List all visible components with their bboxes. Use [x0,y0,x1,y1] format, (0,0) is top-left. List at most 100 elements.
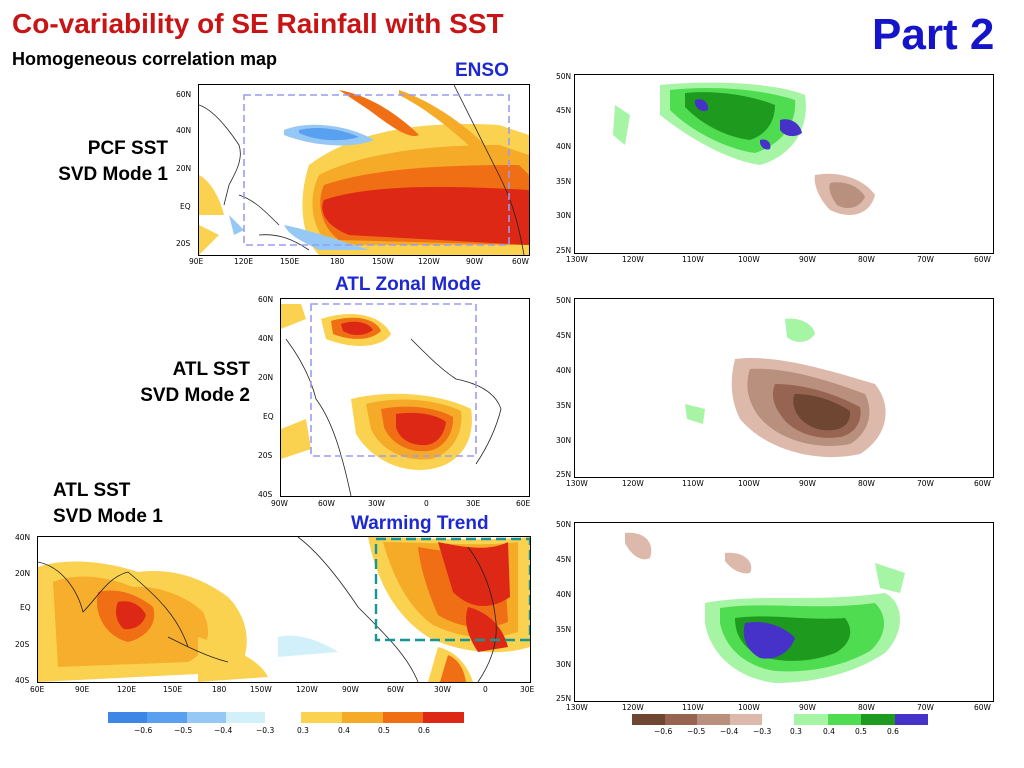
sst-colorbar-negative [108,712,265,723]
sst-colorbar-label: −0.3 [256,726,275,735]
us3-lat-tick: 30N [556,660,572,669]
us1-lat-tick: 40N [556,142,572,151]
sst1-lon-tick: 120E [234,257,254,266]
us2-lon-tick: 60W [974,479,991,488]
sst3-lon-tick: 60W [387,685,404,694]
sst-colorbar-swatch [186,712,226,723]
rain-colorbar-label: −0.4 [720,727,739,736]
sst-colorbar-label: 0.3 [297,726,309,735]
sst3-lon-tick: 30E [520,685,535,694]
us2-lon-tick: 70W [917,479,934,488]
sst-colorbar-swatch [225,712,265,723]
slide-title: Co-variability of SE Rainfall with SST [12,8,504,39]
mode-title-enso: ENSO [455,60,509,81]
sst2-lon-tick: 0 [424,499,429,508]
us2-lon-tick: 130W [566,479,588,488]
sst1-lon-tick: 180 [330,257,345,266]
sst1-lat-tick: 20N [176,164,192,173]
sst1-lon-tick: 150W [372,257,394,266]
sst-map-atl-zonal [280,298,530,497]
sst3-lat-tick: EQ [20,603,31,612]
rain-colorbar-swatch [632,714,665,725]
us3-lat-tick: 40N [556,590,572,599]
us2-lon-tick: 100W [738,479,760,488]
sst-map-atl-zonal-field [281,303,502,496]
us-rain-map-enso-field [613,82,875,215]
sst2-lon-tick: 60E [516,499,531,508]
sst-map-enso [198,84,530,256]
us-rain-map-atl-zonal-field [685,318,886,458]
mode3-label: ATL SST SVD Mode 1 [53,478,213,530]
rain-colorbar-negative [632,714,762,725]
rain-colorbar-swatch [827,714,861,725]
rain-colorbar-swatch [664,714,697,725]
sst3-lat-tick: 40S [15,676,30,685]
us3-lat-tick: 50N [556,520,572,529]
us2-lat-tick: 30N [556,436,572,445]
us1-lon-tick: 70W [917,255,934,264]
rain-colorbar-positive [794,714,928,725]
us2-lon-tick: 80W [858,479,875,488]
mode-title-atl-zonal: ATL Zonal Mode [335,274,482,295]
mode3-label-line2: SVD Mode 1 [53,506,163,527]
mode1-label: PCF SST SVD Mode 1 [20,136,168,188]
mode2-label-line2: SVD Mode 2 [140,385,250,406]
slide-subtitle: Homogeneous correlation map [12,49,278,69]
sst3-lat-tick: 20S [15,640,30,649]
us1-lat-tick: 25N [556,246,572,255]
rain-colorbar-label: 0.4 [823,727,835,736]
sst-colorbar-swatch [301,712,342,723]
sst3-lon-tick: 0 [483,685,488,694]
us-rain-map-warming-trend [574,522,994,702]
sst3-lon-tick: 90E [75,685,90,694]
us3-lon-tick: 130W [566,703,588,712]
us2-lat-tick: 40N [556,366,572,375]
us3-lon-tick: 80W [858,703,875,712]
sst-map-warming-trend-field [38,537,530,682]
us3-lon-tick: 100W [738,703,760,712]
sst-colorbar-label: −0.4 [214,726,233,735]
mode2-label: ATL SST SVD Mode 2 [90,357,250,409]
rain-colorbar-label: 0.5 [855,727,867,736]
sst1-lon-tick: 90E [189,257,204,266]
sst1-lon-tick: 150E [280,257,300,266]
sst2-lon-tick: 90W [271,499,288,508]
us1-lat-tick: 30N [556,211,572,220]
mode-title-warming-trend: Warming Trend [351,513,489,534]
us3-lon-tick: 120W [622,703,644,712]
sst-colorbar-label: −0.6 [134,726,153,735]
rain-colorbar-swatch [794,714,828,725]
sst3-lon-tick: 120E [117,685,137,694]
us2-lat-tick: 35N [556,401,572,410]
sst-colorbar-positive [301,712,464,723]
sst3-lat-tick: 20N [15,569,31,578]
us3-lon-tick: 60W [974,703,991,712]
us2-lon-tick: 110W [682,479,704,488]
sst-colorbar [108,712,464,723]
us1-lon-tick: 120W [622,255,644,264]
us2-lat-tick: 50N [556,296,572,305]
us1-lat-tick: 50N [556,72,572,81]
rain-colorbar-swatch [861,714,895,725]
mode2-label-line1: ATL SST [172,359,250,380]
mode1-label-line2: SVD Mode 1 [58,164,168,185]
us1-lon-tick: 60W [974,255,991,264]
sst3-lon-tick: 180 [212,685,227,694]
sst-colorbar-label: 0.6 [418,726,430,735]
sst1-lat-tick: 60N [176,90,192,99]
sst-colorbar-swatch [382,712,424,723]
mode3-label-line1: ATL SST [53,480,131,501]
part-label: Part 2 [872,10,995,59]
sst1-lat-tick: 20S [176,239,191,248]
sst1-lon-tick: 120W [418,257,440,266]
sst2-lat-tick: 20N [258,373,274,382]
sst-colorbar-swatch [341,712,383,723]
us1-lon-tick: 80W [858,255,875,264]
us3-lon-tick: 70W [917,703,934,712]
sst3-lat-tick: 40N [15,533,31,542]
sst1-lat-tick: 40N [176,126,192,135]
sst1-lat-tick: EQ [180,202,191,211]
sst2-lat-tick: 20S [258,451,273,460]
sst-colorbar-swatch [108,712,148,723]
us-rain-map-enso [574,74,994,254]
